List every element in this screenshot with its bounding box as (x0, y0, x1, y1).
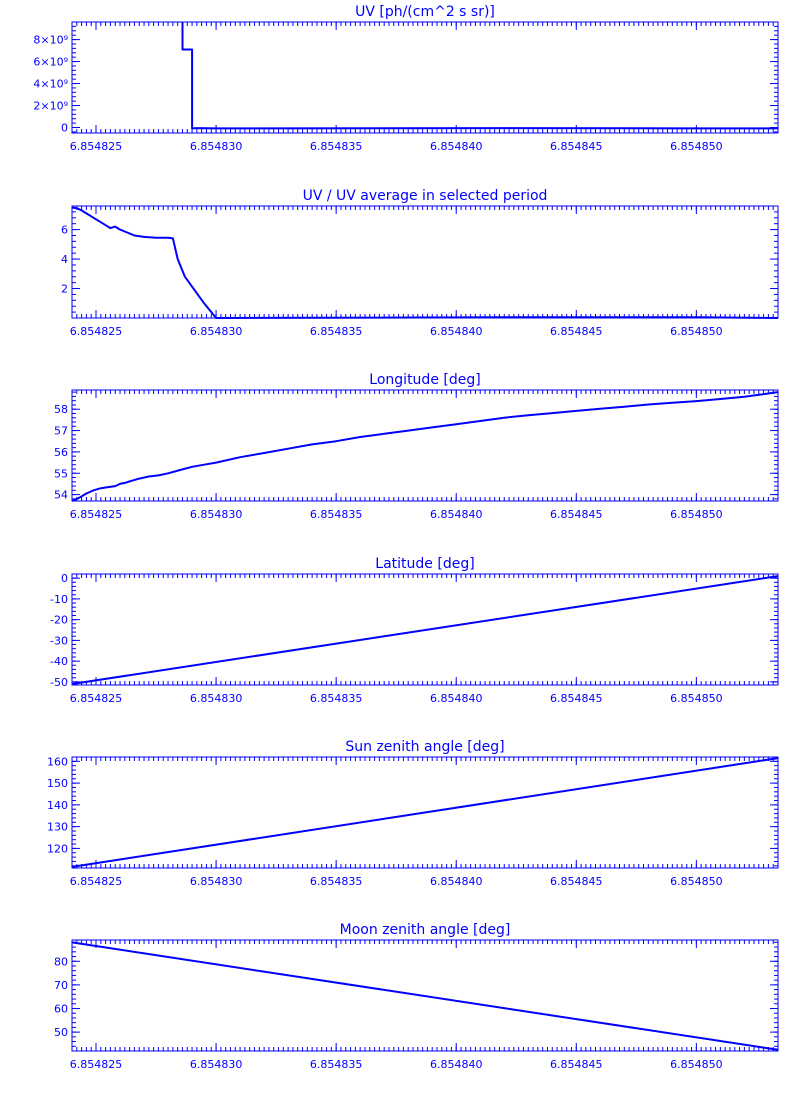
y-tick-label: 55 (54, 467, 68, 480)
panel-4: Latitude [deg] 6.854825 6.854830 6.854835 6.… (50, 556, 779, 705)
y-tick-label: 57 (54, 425, 68, 438)
panel-title: UV [ph/(cm^2 s sr)] (355, 4, 495, 20)
y-tick-label: -30 (50, 634, 68, 647)
x-tick-label: 6.854850 (670, 692, 723, 705)
y-tick-label: 160 (47, 755, 68, 768)
x-tick-label: 6.854840 (430, 508, 483, 521)
y-tick-label: -10 (50, 593, 68, 606)
y-tick-label: -40 (50, 655, 68, 668)
y-tick-label: 140 (47, 799, 68, 812)
y-tick-label: 0 (61, 122, 68, 135)
plot-frame (71, 756, 779, 869)
y-tick-label: 150 (47, 777, 68, 790)
x-tick-label: 6.854825 (70, 508, 123, 521)
series-line (71, 391, 779, 502)
series-line (71, 757, 779, 868)
y-tick-label: 70 (54, 979, 68, 992)
y-tick-label: 2 (61, 283, 68, 296)
panel-title: Latitude [deg] (375, 556, 474, 572)
plot-frame (71, 21, 779, 134)
y-tick-label: 2×10⁹ (33, 100, 68, 113)
panel-title: Longitude [deg] (369, 372, 480, 388)
series-line (71, 206, 779, 319)
x-tick-label: 6.854845 (550, 1058, 603, 1071)
y-tick-label: 58 (54, 403, 68, 416)
x-tick-label: 6.854835 (310, 325, 363, 338)
x-tick-label: 6.854840 (430, 692, 483, 705)
x-tick-label: 6.854840 (430, 875, 483, 888)
x-tick-label: 6.854850 (670, 1058, 723, 1071)
x-tick-label: 6.854825 (70, 692, 123, 705)
plot-frame (71, 939, 779, 1052)
x-tick-label: 6.854825 (70, 875, 123, 888)
x-tick-label: 6.854840 (430, 325, 483, 338)
panel-5: Sun zenith angle [deg] 6.854825 6.854830 6.… (47, 739, 779, 888)
y-tick-label: 56 (54, 446, 68, 459)
panel-title: UV / UV average in selected period (303, 188, 548, 204)
x-tick-label: 6.854850 (670, 875, 723, 888)
panel-3: Longitude [deg] 6.854825 6.854830 6.854835 6… (54, 372, 779, 521)
x-tick-label: 6.854850 (670, 140, 723, 153)
x-tick-label: 6.854845 (550, 875, 603, 888)
x-tick-label: 6.854835 (310, 875, 363, 888)
y-tick-label: 80 (54, 955, 68, 968)
x-tick-label: 6.854830 (190, 508, 243, 521)
plot-frame (71, 573, 779, 686)
x-tick-label: 6.854835 (310, 692, 363, 705)
series-line (71, 575, 779, 685)
x-tick-label: 6.854830 (190, 692, 243, 705)
x-tick-label: 6.854840 (430, 140, 483, 153)
x-tick-label: 6.854825 (70, 325, 123, 338)
x-tick-label: 6.854830 (190, 1058, 243, 1071)
x-tick-label: 6.854845 (550, 325, 603, 338)
y-tick-label: 4 (61, 253, 68, 266)
y-tick-label: -20 (50, 614, 68, 627)
x-tick-label: 6.854830 (190, 875, 243, 888)
panel-title: Sun zenith angle [deg] (345, 739, 504, 755)
x-tick-label: 6.854845 (550, 508, 603, 521)
series-line (181, 22, 778, 130)
y-tick-label: 130 (47, 821, 68, 834)
series-line (71, 941, 779, 1051)
x-tick-label: 6.854825 (70, 1058, 123, 1071)
y-tick-label: 120 (47, 842, 68, 855)
y-tick-label: 0 (61, 572, 68, 585)
panel-6: Moon zenith angle [deg] 6.854825 6.854830 6… (54, 922, 779, 1071)
y-tick-label: 50 (54, 1026, 68, 1039)
y-tick-label: 4×10⁹ (33, 78, 68, 91)
y-tick-label: 54 (54, 489, 68, 502)
x-tick-label: 6.854835 (310, 140, 363, 153)
y-tick-label: 6 (61, 224, 68, 237)
x-tick-label: 6.854830 (190, 140, 243, 153)
y-tick-label: 6×10⁹ (33, 56, 68, 69)
panel-2: UV / UV average in selected period 6.8548… (61, 188, 779, 338)
x-tick-label: 6.854845 (550, 140, 603, 153)
y-tick-label: 8×10⁹ (33, 34, 68, 47)
x-tick-label: 6.854845 (550, 692, 603, 705)
y-tick-label: -50 (50, 676, 68, 689)
x-tick-label: 6.854830 (190, 325, 243, 338)
y-tick-label: 60 (54, 1002, 68, 1015)
x-tick-label: 6.854825 (70, 140, 123, 153)
x-tick-label: 6.854840 (430, 1058, 483, 1071)
panel-title: Moon zenith angle [deg] (340, 922, 511, 938)
plot-frame (71, 389, 779, 502)
x-tick-label: 6.854835 (310, 508, 363, 521)
x-tick-label: 6.854850 (670, 508, 723, 521)
x-tick-label: 6.854835 (310, 1058, 363, 1071)
x-tick-label: 6.854850 (670, 325, 723, 338)
panel-1: UV [ph/(cm^2 s sr)] 6.854825 6.854830 6.854… (33, 4, 779, 153)
